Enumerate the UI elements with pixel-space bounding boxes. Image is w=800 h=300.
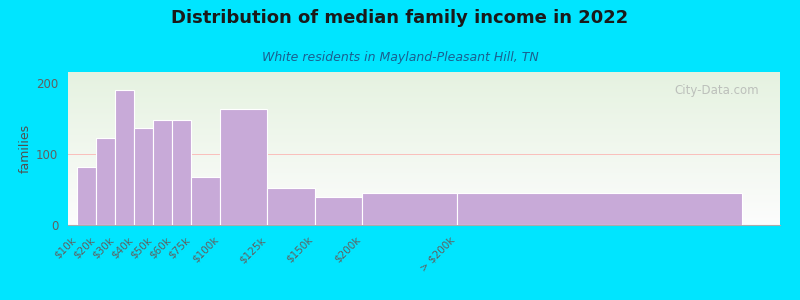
Bar <box>191 177 220 225</box>
Bar <box>154 120 173 225</box>
Text: Distribution of median family income in 2022: Distribution of median family income in … <box>171 9 629 27</box>
Bar <box>173 120 191 225</box>
Bar <box>78 167 97 225</box>
Text: White residents in Mayland-Pleasant Hill, TN: White residents in Mayland-Pleasant Hill… <box>262 51 538 64</box>
Bar <box>115 90 134 225</box>
Bar <box>362 193 458 225</box>
Bar <box>220 109 267 225</box>
Bar <box>315 196 362 225</box>
Bar <box>458 193 742 225</box>
Y-axis label: families: families <box>19 124 32 173</box>
Text: City-Data.com: City-Data.com <box>674 84 758 97</box>
Bar <box>97 138 115 225</box>
Bar <box>134 128 154 225</box>
Bar <box>267 188 315 225</box>
